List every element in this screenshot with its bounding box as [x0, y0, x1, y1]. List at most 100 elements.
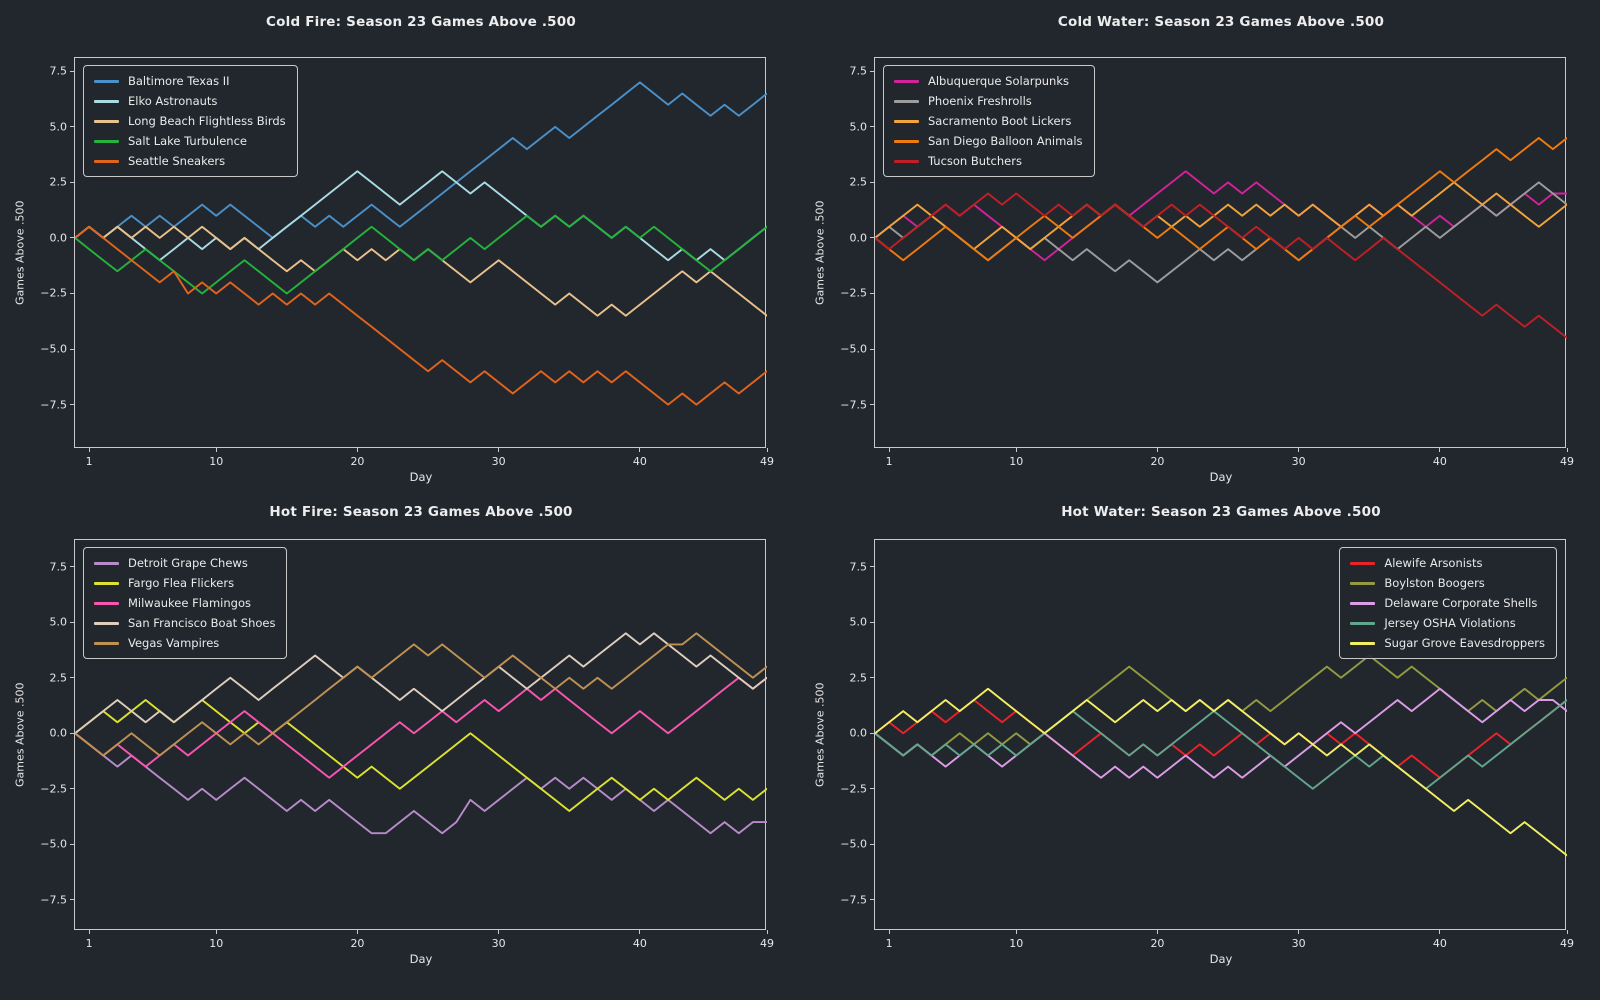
x-tick-label: 30	[1291, 937, 1306, 950]
x-tick-mark	[1566, 930, 1568, 934]
x-axis-label: Day	[1209, 470, 1233, 484]
y-tick-mark	[870, 899, 874, 901]
y-tick-mark	[870, 732, 874, 734]
series-line-jersey-osha-violations	[875, 699, 1567, 790]
y-tick-mark	[870, 126, 874, 128]
series-line-tucson-butchers	[875, 192, 1567, 339]
legend-item: Salt Lake Turbulence	[94, 134, 286, 148]
x-tick-mark	[1439, 930, 1441, 934]
series-line-vegas-vampires	[75, 632, 767, 757]
x-axis-label: Day	[1209, 952, 1233, 966]
legend-team-name: Tucson Butchers	[928, 154, 1022, 168]
y-tick-mark	[870, 677, 874, 679]
legend-line-swatch	[94, 139, 119, 143]
y-tick-label: −7.5	[40, 398, 67, 412]
series-line-milwaukee-flamingos	[75, 676, 767, 779]
x-tick-mark	[888, 448, 890, 452]
chart-title: Hot Fire: Season 23 Games Above .500	[269, 504, 573, 520]
x-tick-mark	[1566, 448, 1568, 452]
y-tick-mark	[870, 788, 874, 790]
y-tick-label: 7.5	[849, 64, 868, 78]
y-tick-label: −5.0	[40, 837, 67, 851]
x-tick-label: 10	[209, 937, 224, 950]
legend-item: Sugar Grove Eavesdroppers	[1350, 636, 1545, 650]
legend-cold-fire: Baltimore Texas II Elko Astronauts Long Be…	[83, 65, 298, 177]
chart-panel-cold-water: Cold Water: Season 23 Games Above .500 G…	[800, 0, 1600, 500]
line-plot-hot-water	[875, 654, 1567, 857]
x-tick-label: 49	[760, 455, 774, 468]
legend-team-name: Jersey OSHA Violations	[1384, 616, 1516, 630]
legend-item: Tucson Butchers	[894, 154, 1083, 168]
y-tick-mark	[70, 126, 74, 128]
legend-team-name: Alewife Arsonists	[1384, 556, 1483, 570]
legend-line-swatch	[894, 139, 919, 143]
x-tick-mark	[356, 930, 358, 934]
y-axis-label: Games Above .500	[13, 200, 27, 305]
legend-item: Long Beach Flightless Birds	[94, 114, 286, 128]
legend-line-swatch	[894, 159, 919, 163]
legend-line-swatch	[94, 621, 119, 625]
y-tick-label: −5.0	[840, 342, 867, 356]
x-tick-mark	[1156, 930, 1158, 934]
y-tick-mark	[70, 788, 74, 790]
x-axis-label: Day	[409, 952, 433, 966]
y-tick-label: 0.0	[49, 231, 68, 245]
y-tick-mark	[870, 292, 874, 294]
x-tick-label: 49	[1560, 455, 1574, 468]
x-tick-mark	[498, 448, 500, 452]
x-tick-mark	[639, 448, 641, 452]
legend-item: Delaware Corporate Shells	[1350, 596, 1545, 610]
x-tick-label: 40	[632, 455, 647, 468]
legend-team-name: Elko Astronauts	[128, 94, 218, 108]
x-tick-label: 40	[632, 937, 647, 950]
y-tick-mark	[70, 292, 74, 294]
legend-item: Sacramento Boot Lickers	[894, 114, 1083, 128]
y-tick-mark	[70, 237, 74, 239]
chart-title: Cold Water: Season 23 Games Above .500	[1057, 14, 1385, 30]
legend-item: Vegas Vampires	[94, 636, 275, 650]
x-tick-label: 49	[760, 937, 774, 950]
legend-line-swatch	[894, 79, 919, 83]
series-line-long-beach-flightless-birds	[75, 225, 767, 317]
chart-panel-hot-water: Hot Water: Season 23 Games Above .500 Ga…	[800, 500, 1600, 1000]
y-tick-mark	[70, 732, 74, 734]
legend-team-name: Vegas Vampires	[128, 636, 220, 650]
series-line-elko-astronauts	[75, 170, 767, 262]
x-tick-label: 20	[1150, 455, 1165, 468]
y-tick-label: −7.5	[840, 398, 867, 412]
legend-line-swatch	[1350, 641, 1376, 645]
x-tick-label: 20	[350, 937, 365, 950]
legend-line-swatch	[1350, 561, 1376, 565]
y-tick-label: 2.5	[49, 175, 68, 189]
legend-line-swatch	[894, 119, 919, 123]
y-tick-mark	[870, 566, 874, 568]
legend-team-name: Delaware Corporate Shells	[1384, 596, 1538, 610]
legend-line-swatch	[94, 79, 119, 83]
x-tick-mark	[1298, 448, 1300, 452]
y-tick-mark	[70, 181, 74, 183]
series-line-seattle-sneakers	[75, 225, 767, 406]
legend-team-name: Seattle Sneakers	[128, 154, 226, 168]
y-tick-mark	[70, 70, 74, 72]
x-tick-label: 30	[491, 455, 506, 468]
series-line-fargo-flea-flickers	[75, 699, 767, 812]
legend-hot-fire: Detroit Grape Chews Fargo Flea Flickers Mi…	[83, 547, 288, 659]
y-tick-mark	[70, 843, 74, 845]
y-tick-label: −7.5	[40, 893, 67, 907]
y-tick-mark	[70, 404, 74, 406]
plot-area: 7.5 5.0 2.5 0.0 −2.5 −5.0 −7.5 1 10 20 30 40 49 Detro…	[40, 539, 774, 950]
y-axis-label: Games Above .500	[813, 200, 827, 305]
x-tick-mark	[766, 930, 768, 934]
x-tick-label: 30	[1291, 455, 1306, 468]
y-tick-label: 5.0	[849, 120, 868, 134]
legend-line-swatch	[894, 99, 919, 103]
legend-item: Milwaukee Flamingos	[94, 596, 275, 610]
line-plot-hot-fire	[75, 632, 767, 835]
series-line-baltimore-texas-ii	[75, 81, 767, 239]
legend-team-name: Sacramento Boot Lickers	[928, 114, 1072, 128]
series-line-alewife-arsonists	[875, 699, 1567, 779]
legend-hot-water: Alewife Arsonists Boylston Boogers Delawar…	[1339, 547, 1557, 659]
y-tick-label: 5.0	[49, 120, 68, 134]
y-tick-mark	[70, 621, 74, 623]
